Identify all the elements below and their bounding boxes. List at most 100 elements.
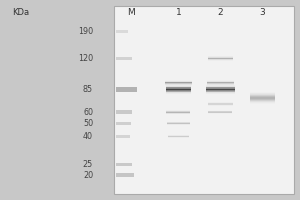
Bar — [168, 137, 189, 138]
Bar — [166, 91, 191, 92]
Bar — [116, 135, 130, 138]
Text: 40: 40 — [83, 132, 93, 141]
Bar — [116, 87, 136, 92]
Bar — [207, 83, 234, 84]
Text: 85: 85 — [83, 85, 93, 94]
Bar — [208, 57, 233, 58]
Bar — [206, 86, 235, 87]
Bar — [165, 82, 192, 83]
Text: 60: 60 — [83, 108, 93, 117]
Text: M: M — [127, 8, 134, 17]
Bar — [206, 91, 235, 92]
Bar — [250, 92, 275, 94]
Bar — [208, 111, 232, 112]
Bar — [208, 103, 233, 104]
Bar — [250, 100, 275, 101]
Bar — [208, 111, 232, 112]
Bar — [114, 6, 294, 194]
Bar — [166, 88, 191, 89]
Bar — [116, 122, 130, 125]
Bar — [168, 136, 189, 137]
Bar — [166, 89, 191, 90]
Bar — [207, 84, 234, 85]
Bar — [166, 87, 191, 88]
Text: 50: 50 — [83, 119, 93, 128]
Text: 1: 1 — [176, 8, 182, 17]
Bar — [250, 96, 275, 97]
Bar — [165, 80, 192, 81]
Bar — [165, 83, 192, 84]
Text: 25: 25 — [83, 160, 93, 169]
Bar — [167, 123, 190, 124]
Bar — [208, 113, 232, 114]
Bar — [207, 85, 234, 86]
Bar — [206, 90, 235, 91]
Bar — [167, 124, 190, 125]
Bar — [208, 56, 233, 57]
Bar — [208, 104, 233, 105]
Bar — [168, 135, 189, 136]
Bar — [116, 30, 128, 33]
Bar — [250, 94, 275, 95]
Bar — [250, 103, 275, 104]
Bar — [166, 86, 191, 87]
Bar — [207, 82, 234, 83]
Bar — [250, 102, 275, 103]
Bar — [167, 112, 191, 113]
Bar — [208, 112, 232, 113]
Bar — [208, 56, 233, 57]
Bar — [206, 92, 235, 93]
Bar — [166, 90, 191, 91]
Bar — [167, 111, 191, 112]
Bar — [165, 81, 192, 82]
Bar — [206, 88, 235, 89]
Bar — [206, 89, 235, 90]
Bar — [250, 99, 275, 100]
Bar — [167, 122, 190, 123]
Bar — [167, 110, 191, 111]
Bar — [167, 124, 190, 125]
Bar — [208, 58, 233, 59]
Bar — [207, 81, 234, 82]
Bar — [166, 93, 191, 94]
Text: 20: 20 — [83, 171, 93, 180]
Bar — [206, 87, 235, 88]
Bar — [206, 89, 235, 90]
Bar — [166, 87, 191, 88]
Bar — [116, 163, 132, 166]
Bar — [168, 136, 189, 137]
Bar — [166, 92, 191, 93]
Bar — [165, 84, 192, 85]
Bar — [250, 97, 275, 98]
Bar — [167, 123, 190, 124]
Text: 190: 190 — [78, 27, 93, 36]
Text: KDa: KDa — [12, 8, 30, 17]
Bar — [165, 85, 192, 86]
Bar — [167, 122, 190, 123]
Bar — [206, 93, 235, 94]
Bar — [116, 110, 132, 114]
Bar — [166, 89, 191, 90]
Bar — [167, 113, 191, 114]
Bar — [250, 98, 275, 99]
Bar — [167, 113, 191, 114]
Bar — [206, 87, 235, 88]
Bar — [207, 82, 234, 83]
Bar — [116, 173, 134, 177]
Bar — [208, 59, 233, 60]
Bar — [208, 105, 233, 106]
Bar — [208, 110, 232, 111]
Bar — [116, 57, 132, 60]
Text: 120: 120 — [78, 54, 93, 63]
Bar — [250, 101, 275, 102]
Bar — [168, 135, 189, 136]
Bar — [165, 82, 192, 83]
Bar — [167, 112, 191, 113]
Text: 2: 2 — [218, 8, 223, 17]
Bar — [208, 112, 232, 113]
Bar — [206, 85, 235, 86]
Bar — [208, 58, 233, 59]
Bar — [250, 95, 275, 96]
Bar — [207, 80, 234, 81]
Bar — [250, 93, 275, 94]
